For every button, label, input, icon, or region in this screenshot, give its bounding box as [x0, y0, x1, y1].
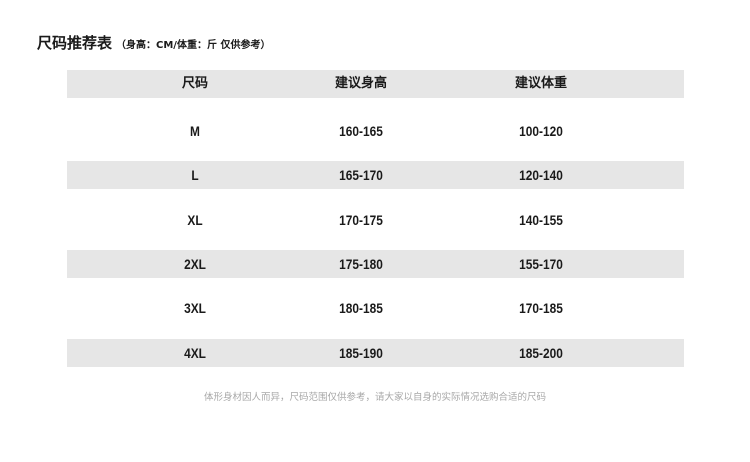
table-row: 3XL 180-185 170-185 — [67, 294, 684, 322]
weight-cell: 140-155 — [519, 211, 563, 228]
size-cell: M — [190, 123, 200, 139]
header-weight: 建议体重 — [514, 76, 568, 91]
size-cell: 2XL — [184, 255, 206, 272]
size-cell: 3XL — [184, 300, 206, 317]
height-cell: 185-190 — [339, 344, 383, 361]
table-row: XL 170-175 140-155 — [67, 206, 684, 234]
height-cell: 165-170 — [339, 167, 383, 184]
header-height: 建议身高 — [334, 76, 388, 91]
height-cell: 180-185 — [339, 300, 383, 317]
table-row: 2XL 175-180 155-170 — [67, 249, 684, 278]
weight-cell: 100-120 — [519, 123, 563, 139]
height-cell: 160-165 — [339, 123, 383, 139]
table-row: M 160-165 100-120 — [67, 117, 684, 145]
height-cell: 170-175 — [339, 211, 383, 228]
weight-cell: 120-140 — [519, 167, 563, 184]
size-cell: 4XL — [184, 344, 206, 361]
header-size: 尺码 — [181, 76, 209, 91]
weight-cell: 170-185 — [519, 300, 563, 317]
weight-cell: 155-170 — [519, 255, 563, 272]
table-header: 尺码 建议身高 建议体重 — [67, 70, 684, 98]
weight-cell: 185-200 — [519, 344, 563, 361]
footnote: 体形身材因人而异，尺码范围仅供参考，请大家以自身的实际情况选购合适的尺码 — [203, 392, 546, 403]
subtitle-text: （身高：CM/体重：斤 仅供参考） — [116, 40, 271, 51]
size-cell: XL — [187, 211, 203, 228]
table-row: 4XL 185-190 185-200 — [67, 338, 684, 367]
table-row: L 165-170 120-140 — [67, 161, 684, 190]
chart-title: 尺码推荐表 （身高：CM/体重：斤 仅供参考） — [37, 32, 270, 53]
title-text: 尺码推荐表 — [37, 34, 113, 52]
height-cell: 175-180 — [339, 255, 383, 272]
size-cell: L — [191, 167, 199, 184]
